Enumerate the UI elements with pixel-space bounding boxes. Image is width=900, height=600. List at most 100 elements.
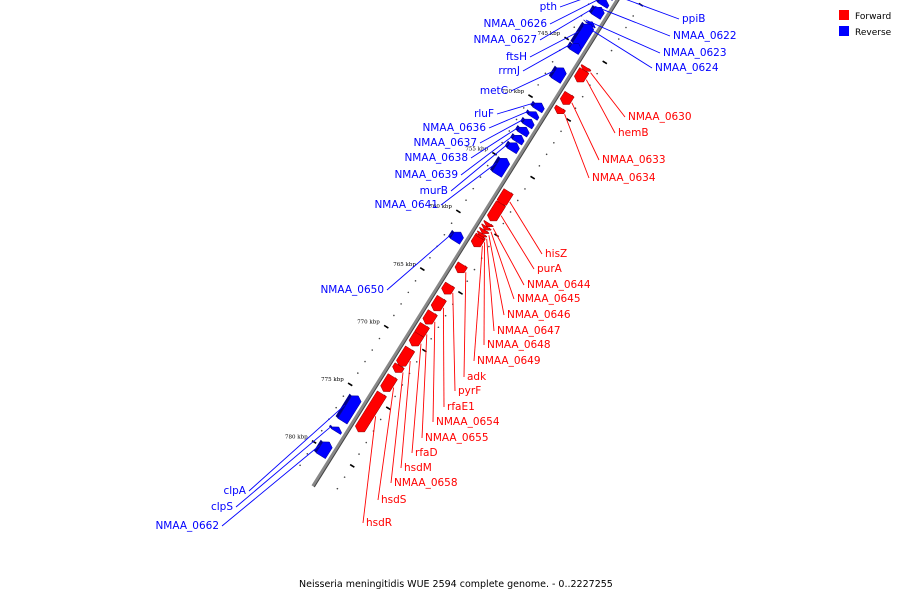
- minor-tick: [378, 337, 381, 340]
- gene-label[interactable]: NMAA_0633: [602, 154, 666, 166]
- minor-tick: [379, 418, 382, 421]
- gene-NMAA_0626[interactable]: [597, 0, 610, 9]
- label-leader: [539, 8, 594, 41]
- gene-label[interactable]: NMAA_0637: [413, 137, 477, 149]
- gene-shade: [583, 19, 586, 23]
- minor-tick: [444, 314, 447, 317]
- gene-label[interactable]: NMAA_0623: [663, 47, 727, 59]
- gene-label[interactable]: purA: [537, 263, 563, 275]
- gene-murB[interactable]: [506, 142, 520, 155]
- gene-NMAA_0645[interactable]: [481, 223, 492, 231]
- gene-hsdM[interactable]: [396, 345, 416, 367]
- minor-tick: [450, 222, 453, 225]
- major-tick: [383, 324, 389, 329]
- gene-label[interactable]: NMAA_0636: [422, 122, 486, 134]
- gene-label[interactable]: pth: [540, 1, 557, 13]
- label-leader: [400, 360, 411, 469]
- gene-label[interactable]: NMAA_0648: [487, 339, 551, 351]
- gene-NMAA_0641[interactable]: [491, 158, 511, 178]
- gene-label[interactable]: NMAA_0658: [394, 477, 458, 489]
- tick-label: 750 kbp: [501, 89, 524, 95]
- gene-label[interactable]: NMAA_0641: [374, 199, 438, 211]
- gene-label[interactable]: NMAA_0627: [473, 34, 537, 46]
- gene-hsdS[interactable]: [380, 373, 398, 392]
- gene-rrmJ[interactable]: [568, 43, 582, 55]
- gene-label[interactable]: NMAA_0638: [404, 152, 468, 164]
- gene-label[interactable]: NMAA_0655: [425, 432, 489, 444]
- gene-NMAA_0662[interactable]: [315, 441, 333, 460]
- gene-label[interactable]: hsdS: [381, 494, 407, 506]
- minor-tick: [560, 130, 562, 133]
- gene-NMAA_0658[interactable]: [392, 362, 405, 373]
- gene-hsdR[interactable]: [355, 390, 387, 433]
- gene-clpS[interactable]: [330, 426, 342, 435]
- gene-metC[interactable]: [550, 67, 567, 84]
- gene-label[interactable]: hemB: [618, 127, 649, 139]
- gene-label[interactable]: hisZ: [545, 248, 567, 260]
- minor-tick: [508, 130, 511, 132]
- gene-label[interactable]: NMAA_0654: [436, 416, 500, 428]
- gene-NMAA_0644[interactable]: [483, 219, 494, 227]
- gene-NMAA_0646[interactable]: [479, 226, 490, 234]
- minor-tick: [430, 337, 432, 340]
- gene-label[interactable]: hsdM: [404, 462, 432, 474]
- gene-label[interactable]: ppiB: [682, 13, 705, 25]
- minor-tick: [306, 452, 309, 455]
- gene-adk[interactable]: [454, 261, 468, 274]
- gene-NMAA_0633[interactable]: [559, 90, 575, 105]
- gene-rluF[interactable]: [532, 102, 545, 114]
- gene-label[interactable]: ftsH: [506, 51, 527, 63]
- minor-tick: [371, 349, 374, 351]
- gene-label[interactable]: adk: [467, 371, 487, 383]
- gene-label[interactable]: NMAA_0630: [628, 111, 692, 123]
- minor-tick: [617, 38, 620, 40]
- gene-rfaD[interactable]: [408, 331, 425, 347]
- major-tick: [385, 406, 391, 411]
- gene-label[interactable]: NMAA_0645: [517, 293, 581, 305]
- gene-label[interactable]: NMAA_0634: [592, 172, 656, 184]
- gene-label[interactable]: murB: [420, 185, 448, 197]
- label-leader: [221, 445, 320, 527]
- strand-legend: Forward Reverse: [839, 10, 892, 38]
- gene-label[interactable]: NMAA_0624: [655, 62, 719, 74]
- gene-label[interactable]: metC: [480, 85, 508, 97]
- gene-NMAA_0654[interactable]: [422, 309, 438, 325]
- gene-label[interactable]: NMAA_0650: [320, 284, 384, 296]
- gene-label[interactable]: NMAA_0644: [527, 279, 591, 291]
- gene-NMAA_0650[interactable]: [449, 231, 464, 245]
- gene-pyrF[interactable]: [441, 281, 456, 295]
- gene-label[interactable]: NMAA_0626: [483, 18, 547, 30]
- gene-label[interactable]: rfaD: [415, 447, 438, 459]
- label-leader: [509, 201, 543, 255]
- gene-label[interactable]: pyrF: [458, 385, 481, 397]
- gene-NMAA_0638[interactable]: [517, 126, 530, 138]
- gene-NMAA_0634[interactable]: [554, 104, 566, 114]
- gene-label[interactable]: NMAA_0646: [507, 309, 571, 321]
- gene-hemB[interactable]: [574, 67, 590, 83]
- gene-label[interactable]: rrmJ: [498, 65, 520, 77]
- gene-label[interactable]: NMAA_0662: [155, 520, 219, 532]
- label-leader: [377, 387, 395, 501]
- gene-label[interactable]: rfaE1: [447, 401, 475, 413]
- gene-label[interactable]: NMAA_0647: [497, 325, 561, 337]
- gene-ppiB[interactable]: [603, 0, 614, 1]
- minor-tick: [472, 187, 475, 190]
- gene-rfaE1[interactable]: [430, 294, 447, 312]
- label-leader: [460, 134, 514, 176]
- minor-tick: [320, 429, 323, 432]
- gene-label[interactable]: NMAA_0622: [673, 30, 737, 42]
- label-leader: [235, 425, 333, 508]
- gene-label[interactable]: NMAA_0639: [394, 169, 458, 181]
- gene-NMAA_0649[interactable]: [470, 234, 485, 248]
- label-leader: [248, 404, 346, 492]
- gene-label[interactable]: NMAA_0649: [477, 355, 541, 367]
- gene-label[interactable]: clpA: [223, 485, 246, 497]
- gene-NMAA_0636[interactable]: [527, 111, 540, 121]
- gene-NMAA_0639[interactable]: [512, 135, 525, 146]
- gene-NMAA_0637[interactable]: [522, 118, 535, 130]
- gene-clpA[interactable]: [337, 395, 362, 425]
- gene-label[interactable]: rluF: [474, 108, 494, 120]
- gene-label[interactable]: hsdR: [366, 517, 392, 529]
- gene-label[interactable]: clpS: [211, 501, 233, 513]
- gene-purA[interactable]: [487, 200, 507, 222]
